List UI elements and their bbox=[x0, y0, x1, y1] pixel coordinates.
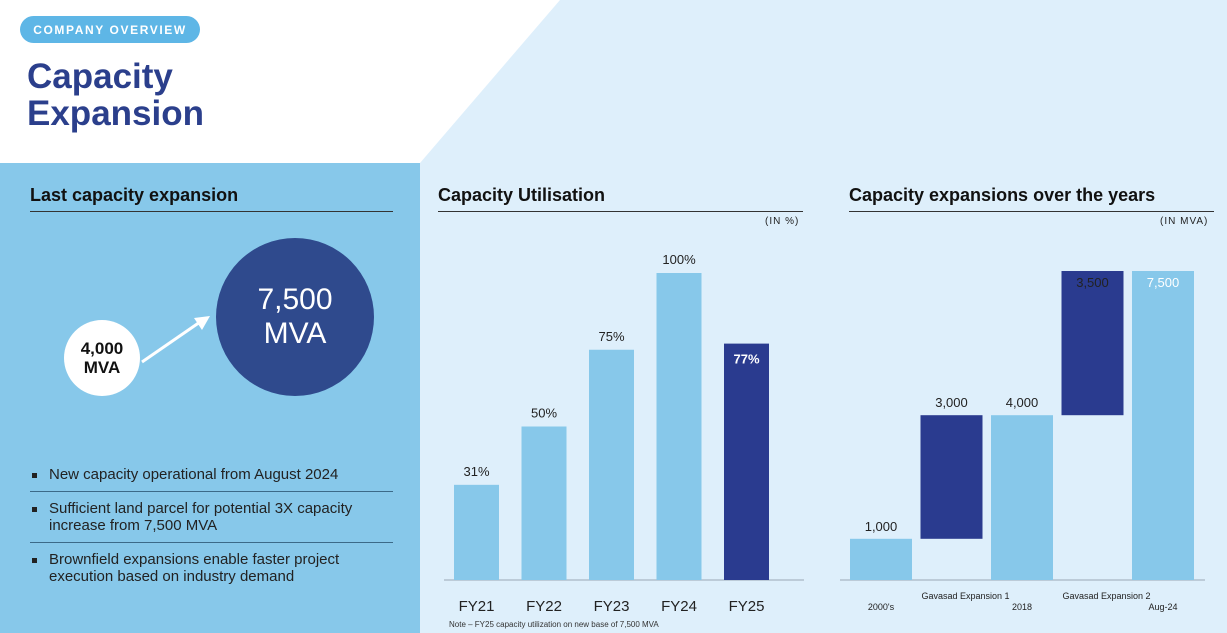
last-expansion-panel bbox=[0, 163, 420, 633]
bullet-text: Brownfield expansions enable faster proj… bbox=[49, 551, 340, 585]
current-capacity-value: 7,500 bbox=[257, 283, 333, 316]
current-capacity-unit: MVA bbox=[263, 317, 327, 350]
expansion-category-label: 2000's bbox=[868, 602, 895, 612]
expansion-data-label: 3,000 bbox=[935, 395, 968, 410]
bullet-item: New capacity operational from August 202… bbox=[30, 458, 393, 492]
bullet-item: Brownfield expansions enable faster proj… bbox=[30, 543, 393, 593]
bullet-icon bbox=[32, 507, 37, 512]
utilisation-bar bbox=[454, 484, 499, 580]
current-capacity-circle: 7,500 MVA bbox=[216, 238, 374, 396]
section-badge: COMPANY OVERVIEW bbox=[20, 16, 200, 43]
expansion-data-label: 3,500 bbox=[1076, 275, 1109, 290]
expansions-heading: Capacity expansions over the years bbox=[849, 185, 1214, 212]
page-title: Capacity Expansion bbox=[27, 57, 204, 133]
utilisation-note: Note – FY25 capacity utilization on new … bbox=[449, 620, 659, 629]
expansion-data-label: 4,000 bbox=[1006, 395, 1039, 410]
expansion-data-label: 1,000 bbox=[865, 519, 898, 534]
expansion-bar bbox=[920, 415, 983, 539]
utilisation-data-label: 100% bbox=[662, 252, 696, 267]
expansion-category-label: Aug-24 bbox=[1148, 602, 1177, 612]
utilisation-category-label: FY25 bbox=[729, 598, 765, 615]
bullet-icon bbox=[32, 473, 37, 478]
bullet-icon bbox=[32, 558, 37, 563]
previous-capacity-circle: 4,000 MVA bbox=[64, 320, 140, 396]
previous-capacity-value: 4,000 bbox=[80, 339, 124, 358]
utilisation-unit: (IN %) bbox=[765, 216, 800, 227]
utilisation-data-label: 31% bbox=[463, 464, 489, 479]
expansion-bar bbox=[1132, 271, 1194, 580]
utilisation-category-label: FY21 bbox=[459, 598, 495, 615]
expansion-bar bbox=[991, 415, 1053, 580]
utilisation-category-label: FY24 bbox=[661, 598, 697, 615]
utilisation-heading: Capacity Utilisation bbox=[438, 185, 803, 212]
utilisation-category-label: FY22 bbox=[526, 598, 562, 615]
arrow-up-right-icon bbox=[141, 316, 210, 364]
expansion-data-label: 7,500 bbox=[1147, 275, 1180, 290]
previous-capacity-unit: MVA bbox=[83, 358, 121, 377]
expansions-unit: (IN MVA) bbox=[1160, 216, 1209, 227]
expansion-bar bbox=[850, 538, 912, 580]
expansion-category-label: Gavasad Expansion 2 bbox=[1062, 591, 1150, 601]
expansion-category-label: 2018 bbox=[1012, 602, 1032, 612]
utilisation-data-label: 50% bbox=[531, 406, 557, 421]
utilisation-category-label: FY23 bbox=[594, 598, 630, 615]
utilisation-data-label: 75% bbox=[598, 329, 624, 344]
bullet-text: Sufficient land parcel for potential 3X … bbox=[49, 500, 353, 534]
last-expansion-heading: Last capacity expansion bbox=[30, 185, 393, 212]
utilisation-bar bbox=[521, 426, 567, 580]
bullet-text: New capacity operational from August 202… bbox=[49, 466, 339, 483]
utilisation-bar bbox=[656, 273, 702, 580]
expansion-bullets: New capacity operational from August 202… bbox=[30, 458, 393, 593]
bullet-item: Sufficient land parcel for potential 3X … bbox=[30, 492, 393, 543]
utilisation-bar bbox=[589, 349, 634, 580]
utilisation-data-label: 77% bbox=[733, 352, 759, 367]
expansion-bar bbox=[1061, 271, 1124, 416]
utilisation-bar bbox=[724, 343, 769, 580]
expansion-category-label: Gavasad Expansion 1 bbox=[921, 591, 1009, 601]
